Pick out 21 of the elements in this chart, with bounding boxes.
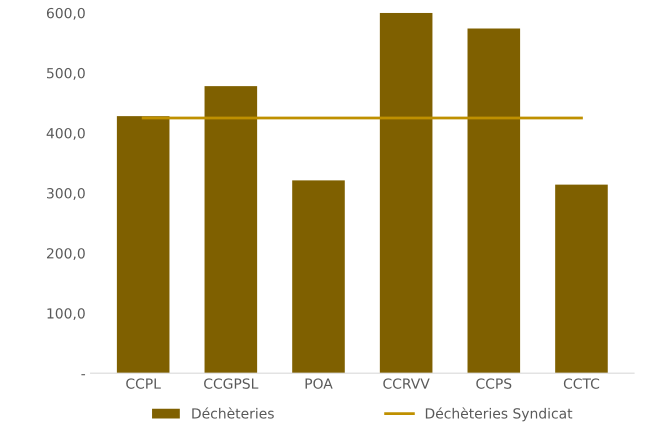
y-tick-label: - bbox=[81, 374, 86, 376]
legend-label: Déchèteries bbox=[192, 407, 274, 419]
x-tick-label: CCRVV bbox=[383, 378, 430, 389]
x-tick-label: POA bbox=[306, 378, 333, 389]
legend-label: Déchèteries Syndicat bbox=[426, 407, 572, 422]
y-tick-label: 100,0 bbox=[47, 308, 85, 320]
y-tick-label: 500,0 bbox=[47, 68, 85, 80]
bar bbox=[204, 86, 258, 374]
bar bbox=[116, 116, 170, 374]
y-tick-label: 200,0 bbox=[46, 248, 85, 260]
y-tick-label: 300,0 bbox=[47, 188, 85, 200]
y-tick-label: 400,0 bbox=[46, 128, 85, 140]
x-tick-label: CCPL bbox=[126, 378, 161, 389]
y-tick-label: 600,0 bbox=[46, 8, 85, 20]
bar bbox=[292, 180, 345, 374]
x-tick-label: CCGPSL bbox=[204, 378, 258, 389]
bar bbox=[468, 28, 520, 374]
x-tick-label: CCPS bbox=[476, 378, 512, 389]
bar bbox=[555, 184, 608, 374]
x-tick-label: CCTC bbox=[564, 378, 600, 389]
bar bbox=[380, 12, 432, 374]
